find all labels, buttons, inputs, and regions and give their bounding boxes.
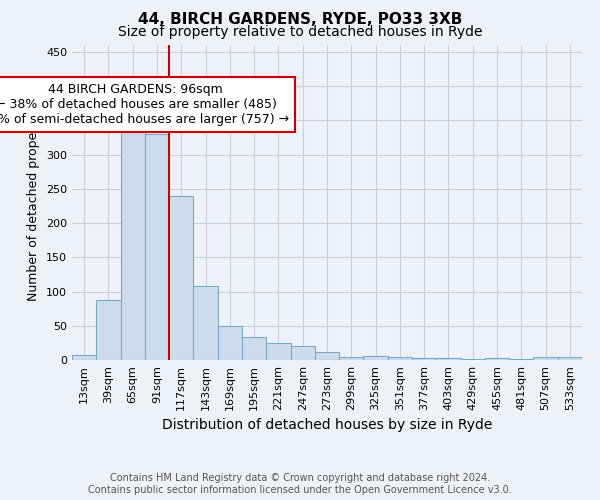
- Bar: [169, 196, 193, 360]
- Y-axis label: Number of detached properties: Number of detached properties: [28, 104, 40, 301]
- Bar: [145, 134, 169, 360]
- Bar: [266, 343, 290, 360]
- Bar: [121, 124, 145, 360]
- Bar: [193, 286, 218, 360]
- X-axis label: Distribution of detached houses by size in Ryde: Distribution of detached houses by size …: [162, 418, 492, 432]
- Text: 44 BIRCH GARDENS: 96sqm
← 38% of detached houses are smaller (485)
60% of semi-d: 44 BIRCH GARDENS: 96sqm ← 38% of detache…: [0, 83, 289, 126]
- Bar: [461, 358, 485, 360]
- Bar: [388, 356, 412, 360]
- Text: 44, BIRCH GARDENS, RYDE, PO33 3XB: 44, BIRCH GARDENS, RYDE, PO33 3XB: [138, 12, 462, 28]
- Bar: [315, 352, 339, 360]
- Bar: [412, 358, 436, 360]
- Bar: [436, 358, 461, 360]
- Bar: [339, 356, 364, 360]
- Bar: [290, 346, 315, 360]
- Bar: [218, 326, 242, 360]
- Bar: [242, 338, 266, 360]
- Bar: [533, 358, 558, 360]
- Bar: [485, 358, 509, 360]
- Text: Contains HM Land Registry data © Crown copyright and database right 2024.
Contai: Contains HM Land Registry data © Crown c…: [88, 474, 512, 495]
- Bar: [72, 355, 96, 360]
- Bar: [364, 356, 388, 360]
- Text: Size of property relative to detached houses in Ryde: Size of property relative to detached ho…: [118, 25, 482, 39]
- Bar: [96, 300, 121, 360]
- Bar: [558, 358, 582, 360]
